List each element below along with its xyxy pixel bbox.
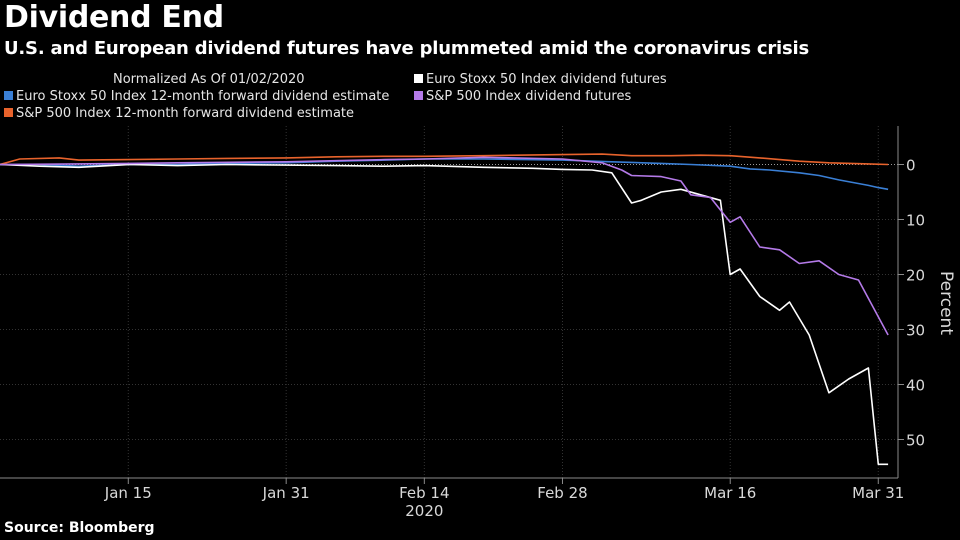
x-tick-label: Jan 31	[262, 484, 310, 502]
source-note: Source: Bloomberg	[4, 520, 155, 536]
legend-item-sp500-estimate: S&P 500 Index 12-month forward dividend …	[4, 106, 354, 121]
legend-label: S&P 500 Index dividend futures	[426, 89, 632, 104]
tick-labels: 0 10 20 30 40 50 Jan 15 Jan 31 Feb 14 Feb 28 Mar 1…	[104, 157, 925, 503]
series-line-sp500-futures	[0, 156, 889, 336]
y-tick-label: 0	[906, 157, 916, 175]
axes	[0, 126, 904, 484]
x-tick-label: Mar 31	[852, 484, 904, 502]
x-tick-label: Mar 16	[704, 484, 756, 502]
x-tick-label: Feb 28	[537, 484, 587, 502]
series-line-euro-stoxx-futures	[0, 163, 889, 466]
grid	[0, 126, 898, 478]
legend-swatch-sp500-futures	[414, 91, 423, 100]
y-tick-label: 40	[906, 377, 925, 395]
y-tick-label: 20	[906, 267, 925, 285]
legend-label: S&P 500 Index 12-month forward dividend …	[16, 106, 355, 121]
x-axis-year-label: 2020	[405, 502, 443, 520]
legend-item-sp500-futures: S&P 500 Index dividend futures	[414, 89, 631, 104]
y-tick-label: 30	[906, 322, 925, 340]
legend-swatch-euro-stoxx-estimate	[4, 91, 13, 100]
y-tick-label: 10	[906, 212, 925, 230]
y-axis-title: Percent	[936, 271, 956, 335]
x-tick-label: Jan 15	[104, 484, 152, 502]
legend-label: Euro Stoxx 50 Index 12-month forward div…	[16, 89, 390, 104]
legend-swatch-sp500-estimate	[4, 108, 13, 117]
series-lines	[0, 153, 889, 466]
x-tick-label: Feb 14	[399, 484, 449, 502]
y-tick-label: 50	[906, 432, 925, 450]
chart-title: Dividend End	[4, 0, 224, 35]
series-line-sp500-estimate	[0, 153, 889, 166]
legend-swatch-euro-stoxx-futures	[414, 74, 423, 83]
chart-subtitle: U.S. and European dividend futures have …	[4, 38, 810, 59]
legend-caption: Normalized As Of 01/02/2020	[113, 72, 305, 87]
legend-item-euro-stoxx-estimate: Euro Stoxx 50 Index 12-month forward div…	[4, 89, 389, 104]
legend-item-euro-stoxx-futures: Euro Stoxx 50 Index dividend futures	[414, 72, 667, 87]
legend-label: Euro Stoxx 50 Index dividend futures	[426, 72, 667, 87]
